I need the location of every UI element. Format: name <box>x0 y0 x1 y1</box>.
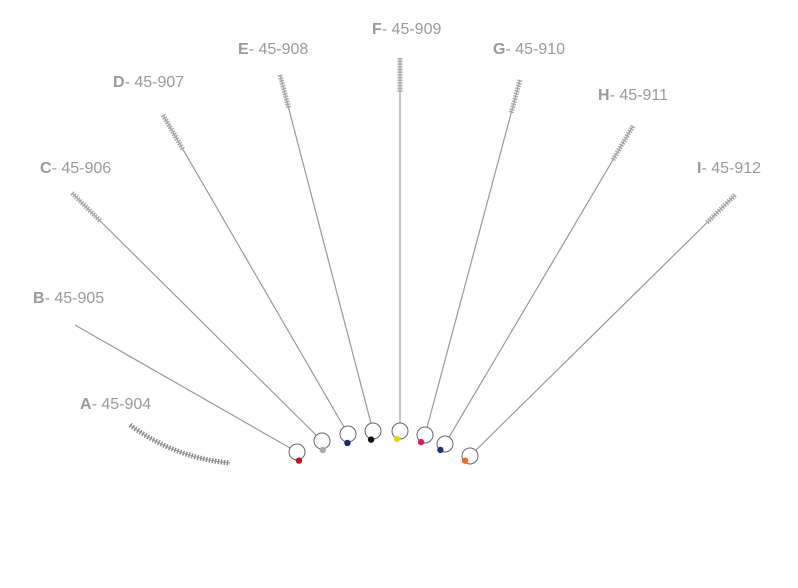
part-label: I- 45-912 <box>697 161 761 177</box>
wire <box>448 125 634 438</box>
bead <box>417 438 425 446</box>
loop <box>364 422 382 440</box>
part-code: - 45-906 <box>51 160 112 177</box>
part-code: - 45-905 <box>44 290 105 307</box>
bristles <box>160 113 186 151</box>
bead <box>367 436 375 443</box>
part-letter: B <box>33 290 45 307</box>
part-label: E- 45-908 <box>238 42 308 58</box>
part-label: A- 45-904 <box>80 397 151 413</box>
part-code: - 45-911 <box>609 87 668 104</box>
bristles <box>610 124 636 162</box>
part-letter: C <box>40 160 52 177</box>
bristles <box>277 74 292 110</box>
part-label: C- 45-906 <box>40 161 111 177</box>
part-letter: E <box>238 41 249 58</box>
bristles <box>704 193 737 225</box>
bristles <box>508 79 523 115</box>
bead <box>295 457 303 464</box>
bead <box>344 439 351 447</box>
loop <box>436 435 454 453</box>
part-letter: H <box>598 87 610 104</box>
loop <box>313 432 331 450</box>
part-code: - 45-912 <box>701 160 762 177</box>
bead <box>319 446 326 454</box>
part-label: H- 45-911 <box>598 88 668 104</box>
bead <box>461 457 469 464</box>
bristles <box>70 191 103 223</box>
loop <box>339 425 357 443</box>
wire <box>426 79 521 428</box>
part-label: B- 45-905 <box>33 291 104 307</box>
part-letter: D <box>113 74 125 91</box>
part-code: - 45-907 <box>124 74 185 91</box>
part-letter: I <box>697 160 702 177</box>
loop <box>391 422 409 440</box>
wire <box>279 74 372 424</box>
brush-a <box>128 422 231 466</box>
part-label: G- 45-910 <box>493 42 565 58</box>
part-letter: G <box>493 41 506 58</box>
part-code: - 45-909 <box>381 21 442 38</box>
wire <box>162 114 345 428</box>
loop <box>461 447 479 465</box>
bead <box>437 446 444 454</box>
part-code: - 45-908 <box>248 41 309 58</box>
part-letter: A <box>80 396 92 413</box>
part-code: - 45-910 <box>505 41 566 58</box>
part-label: D- 45-907 <box>113 75 184 91</box>
part-letter: F <box>372 21 382 38</box>
bead <box>393 435 401 443</box>
brush-a-core <box>129 424 231 464</box>
wire <box>475 194 736 451</box>
wire <box>74 324 291 449</box>
wire <box>71 192 317 436</box>
part-code: - 45-904 <box>91 396 152 413</box>
loop <box>288 443 306 461</box>
loop <box>416 426 434 444</box>
part-label: F- 45-909 <box>372 22 441 38</box>
